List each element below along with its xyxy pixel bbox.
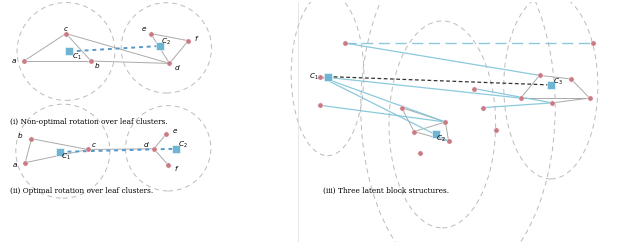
Text: $\mathit{f}$: $\mathit{f}$: [174, 164, 180, 173]
Text: $\mathit{d}$: $\mathit{d}$: [173, 63, 180, 72]
Text: (i) Non-optimal rotation over leaf clusters.: (i) Non-optimal rotation over leaf clust…: [10, 118, 167, 126]
Text: $\mathit{C}_1$: $\mathit{C}_1$: [72, 52, 81, 62]
Text: $\mathit{C}_2$: $\mathit{C}_2$: [179, 139, 188, 150]
Text: $\mathit{C}_2$: $\mathit{C}_2$: [436, 134, 446, 144]
Text: $\mathit{C}_3$: $\mathit{C}_3$: [554, 77, 563, 87]
Text: (ii) Optimal rotation over leaf clusters.: (ii) Optimal rotation over leaf clusters…: [10, 187, 153, 194]
Text: $\mathit{c}$: $\mathit{c}$: [92, 141, 97, 149]
Text: $\mathit{a}$: $\mathit{a}$: [12, 161, 18, 169]
Text: $\mathit{b}$: $\mathit{b}$: [94, 61, 100, 70]
Text: $\mathit{e}$: $\mathit{e}$: [172, 127, 178, 135]
Text: $\mathit{f}$: $\mathit{f}$: [195, 34, 200, 43]
Text: $\mathit{a}$: $\mathit{a}$: [11, 57, 17, 65]
Text: $\mathit{C}_2$: $\mathit{C}_2$: [161, 37, 171, 47]
Text: $\mathit{d}$: $\mathit{d}$: [143, 140, 150, 149]
Text: $\mathit{C}_1$: $\mathit{C}_1$: [309, 71, 319, 82]
Text: $\mathit{e}$: $\mathit{e}$: [141, 25, 147, 33]
Text: $\mathit{c}$: $\mathit{c}$: [63, 25, 69, 33]
Text: $\mathit{b}$: $\mathit{b}$: [17, 131, 23, 140]
Text: (iii) Three latent block structures.: (iii) Three latent block structures.: [323, 187, 449, 194]
Text: $\mathit{C}_1$: $\mathit{C}_1$: [61, 152, 71, 162]
